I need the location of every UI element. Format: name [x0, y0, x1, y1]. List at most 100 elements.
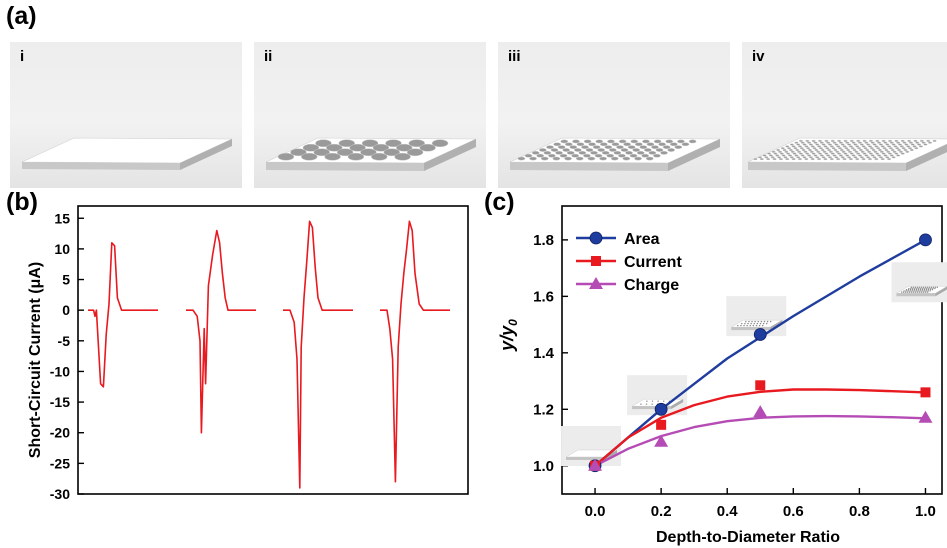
hole — [842, 145, 847, 148]
data-point — [920, 387, 931, 398]
hole — [850, 147, 855, 150]
hole — [840, 143, 845, 146]
hole — [562, 148, 571, 152]
hole — [828, 150, 833, 153]
hole — [827, 148, 832, 152]
hole — [665, 139, 674, 144]
hole — [887, 145, 892, 148]
hole — [777, 156, 782, 159]
hole — [814, 148, 819, 152]
y-tick-label: 1.4 — [533, 345, 555, 362]
hole — [419, 143, 436, 152]
hole — [560, 139, 569, 144]
hole — [651, 145, 659, 150]
hole — [824, 152, 829, 155]
hole — [786, 152, 791, 155]
hole — [762, 154, 767, 157]
hole — [813, 154, 818, 157]
hole — [878, 143, 883, 146]
hole — [371, 152, 388, 161]
hole — [861, 145, 866, 148]
hole — [324, 152, 341, 161]
hole — [805, 152, 810, 155]
hole — [787, 147, 792, 150]
render-tile-ii: ii — [254, 42, 486, 188]
hole — [660, 150, 668, 155]
hole — [604, 145, 613, 150]
hole — [862, 152, 867, 155]
hole — [859, 143, 864, 146]
hole — [767, 152, 772, 155]
hole — [625, 150, 633, 155]
hole — [892, 150, 897, 153]
hole — [838, 141, 843, 144]
hole — [785, 145, 790, 148]
hole — [531, 150, 540, 155]
hole — [874, 158, 879, 161]
hole — [860, 150, 865, 153]
hole — [822, 150, 827, 153]
hole — [819, 154, 824, 157]
hole — [847, 156, 852, 159]
hole — [797, 145, 803, 148]
hole — [867, 145, 873, 148]
hole — [408, 139, 425, 148]
legend-marker — [589, 277, 603, 289]
hole — [857, 154, 863, 157]
hole — [571, 153, 580, 158]
hole — [855, 158, 860, 161]
hole — [855, 145, 860, 148]
hole — [856, 139, 861, 142]
hole — [788, 148, 793, 152]
hole — [887, 158, 892, 161]
hole — [818, 147, 823, 150]
hole — [879, 150, 884, 153]
hole — [396, 143, 413, 152]
hole — [853, 143, 858, 146]
hole — [543, 150, 552, 155]
hole — [573, 148, 582, 152]
hole — [801, 148, 806, 152]
hole — [667, 148, 676, 152]
hole — [839, 148, 844, 152]
hole — [823, 158, 828, 161]
hole — [648, 150, 657, 155]
hole — [900, 152, 905, 155]
hole — [653, 139, 662, 144]
hole — [837, 139, 842, 142]
hole — [847, 143, 852, 146]
hole — [893, 145, 898, 148]
hole — [877, 141, 882, 144]
hole — [553, 142, 561, 147]
hole — [923, 143, 928, 146]
render-tile-iii: iii — [498, 42, 730, 188]
legend-label: Area — [624, 231, 660, 248]
hole — [555, 150, 563, 155]
hole — [797, 150, 802, 153]
hole — [863, 147, 868, 150]
y-tick-label: -30 — [50, 486, 70, 502]
hole — [887, 139, 893, 142]
hole — [588, 142, 596, 147]
render-tile-i: i — [10, 42, 242, 188]
render-label-ii: ii — [264, 48, 273, 65]
hole — [796, 156, 801, 159]
hole — [827, 143, 833, 146]
hole — [797, 158, 803, 161]
hole — [804, 145, 809, 148]
hole — [851, 141, 856, 144]
hole — [798, 152, 803, 155]
hole — [572, 139, 580, 144]
hole — [772, 158, 777, 161]
hole — [877, 148, 883, 152]
hole — [898, 150, 903, 153]
hole — [800, 141, 805, 144]
panel-label-b: (b) — [6, 188, 38, 216]
hole — [810, 158, 815, 161]
hole — [817, 139, 823, 142]
hole — [896, 141, 901, 144]
hole — [841, 150, 846, 153]
hole — [601, 150, 610, 155]
inset-render — [891, 262, 947, 303]
hole — [867, 158, 873, 161]
